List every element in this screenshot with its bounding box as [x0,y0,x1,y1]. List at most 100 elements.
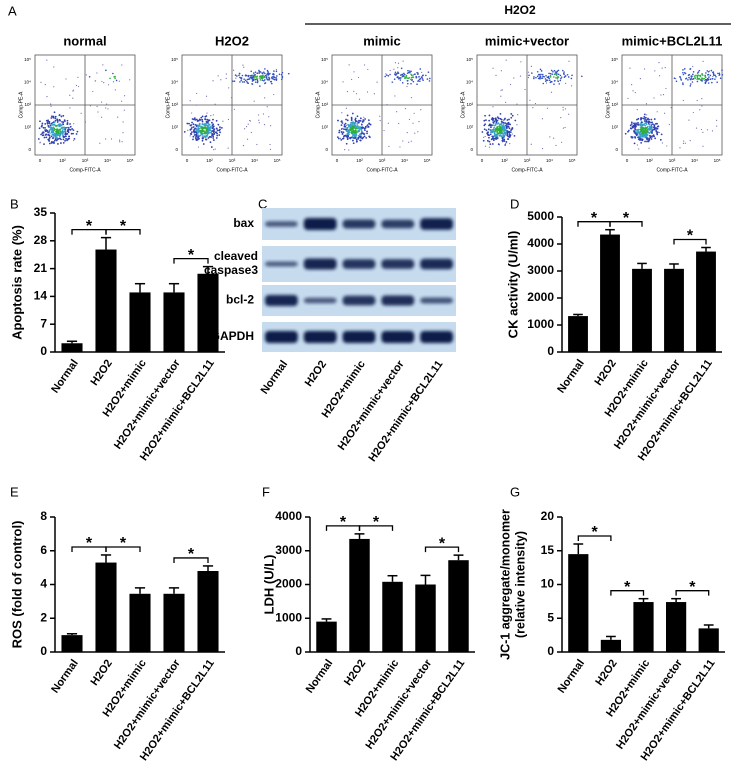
dot [205,95,208,97]
dot [510,116,513,119]
dot [719,77,722,80]
dot [630,136,633,138]
dot [535,76,537,79]
dot [364,125,367,128]
dot [492,122,495,124]
dot [201,127,204,130]
dot [559,79,562,82]
dot [215,119,218,122]
dot [337,119,339,122]
dot [711,130,714,132]
dot [366,132,368,135]
dot [402,140,404,142]
error-bar [573,543,584,555]
panel-letter: D [510,196,519,211]
dot [692,65,694,68]
bar [129,292,151,352]
dot [635,123,637,126]
dot [270,125,272,127]
significance-label: * [591,210,598,227]
dot [707,73,709,76]
dot [638,148,640,150]
dot [341,122,344,124]
dot [58,114,61,117]
dot [219,126,221,129]
blot-band [381,295,415,306]
dot [653,124,656,127]
dot [347,135,350,137]
dot [661,67,663,69]
significance-bracket [610,590,645,596]
dot [364,118,366,120]
dot [399,146,401,148]
dot [254,75,256,77]
dot [628,129,630,132]
significance-label: * [340,514,347,531]
dot [660,94,662,96]
dot [483,136,485,138]
dot [643,68,646,70]
dot [73,139,75,142]
dot [373,93,375,95]
dot [52,126,55,129]
dot [359,117,362,120]
dot [536,70,539,73]
y-tick-label: 4 [40,577,47,591]
flow-x-label: Comp-FITC-A [69,167,101,173]
dot [495,74,497,76]
dot [342,81,344,83]
dot [559,74,562,77]
dot [39,120,41,123]
dot [495,136,498,139]
dot [704,75,707,78]
dot [653,128,656,131]
dot [489,143,492,146]
dot [48,129,51,132]
bar [632,268,652,352]
significance-label: * [86,535,93,552]
dot [418,120,420,123]
dot [89,105,92,107]
dot [553,80,556,82]
dot [231,109,233,111]
y-tick-label: 7 [40,316,47,330]
dot [59,124,62,126]
dot [62,138,65,141]
dot [276,75,278,77]
dot [495,121,498,124]
dot [188,122,190,125]
dot [254,81,257,83]
dot [359,119,362,122]
blot-band [265,295,298,306]
dot [419,78,422,80]
bar [197,273,219,352]
dot [503,140,506,142]
dot [560,76,563,78]
dot [345,124,347,127]
dot [546,107,549,109]
dot [264,79,266,81]
dot [548,77,550,80]
dot [566,73,569,76]
flow-y-label: Comp-PE-A [165,91,171,118]
dot [119,139,121,141]
flow-y-label: Comp-PE-A [460,91,466,118]
dot [664,66,666,69]
flow-tick-label: 10⁴ [171,80,178,85]
flow-y-label: Comp-PE-A [605,91,611,118]
y-axis-label: ROS (fold of control) [9,521,24,649]
flow-tick-label: 10² [321,125,328,130]
dot [643,116,646,118]
dot [69,125,72,128]
dot [69,123,71,125]
dot [721,69,723,71]
x-tick-label: Normal [49,358,81,396]
dot [630,123,633,125]
dot [656,133,659,136]
significance-label: * [120,218,127,235]
dot [714,74,717,77]
dot [204,118,207,121]
dot [505,124,507,127]
dot [47,134,50,136]
